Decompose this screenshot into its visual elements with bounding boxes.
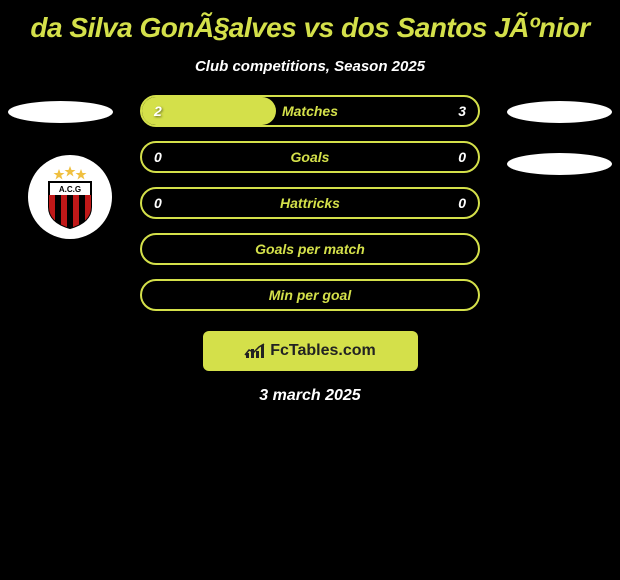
stat-row: Min per goal [140, 279, 480, 311]
stat-value-right: 3 [458, 103, 466, 119]
player-right-slots [507, 101, 612, 175]
chart-icon [244, 342, 266, 360]
stat-row: 0 Goals 0 [140, 141, 480, 173]
page-title: da Silva GonÃ§alves vs dos Santos JÃºnio… [0, 0, 620, 44]
badge-stars [54, 166, 87, 180]
stat-label: Hattricks [280, 195, 340, 211]
player-left-oval [8, 101, 113, 123]
stat-value-left: 0 [154, 149, 162, 165]
stat-value-left: 2 [154, 103, 162, 119]
club-badge: A.C.G [28, 155, 112, 239]
stat-label: Goals [291, 149, 330, 165]
logo-text: FcTables.com [270, 342, 376, 360]
stat-value-left: 0 [154, 195, 162, 211]
stat-value-right: 0 [458, 195, 466, 211]
player-left-slots [8, 101, 113, 123]
stat-label: Min per goal [269, 287, 351, 303]
stat-row: 2 Matches 3 [140, 95, 480, 127]
player-right-oval-1 [507, 101, 612, 123]
stat-bar-fill [142, 97, 276, 125]
club-crest-icon: A.C.G [35, 162, 105, 232]
player-right-oval-2 [507, 153, 612, 175]
badge-initials: A.C.G [59, 185, 81, 194]
shield-stripes [49, 195, 91, 232]
stat-value-right: 0 [458, 149, 466, 165]
stat-label: Goals per match [255, 241, 365, 257]
subtitle: Club competitions, Season 2025 [0, 58, 620, 75]
stat-label: Matches [282, 103, 338, 119]
stat-row: Goals per match [140, 233, 480, 265]
stat-row: 0 Hattricks 0 [140, 187, 480, 219]
date-line: 3 march 2025 [0, 387, 620, 405]
comparison-content: A.C.G 2 Matches 3 0 Goals 0 0 Hattricks 0 Goals p… [0, 95, 620, 405]
site-logo: FcTables.com [203, 331, 418, 371]
